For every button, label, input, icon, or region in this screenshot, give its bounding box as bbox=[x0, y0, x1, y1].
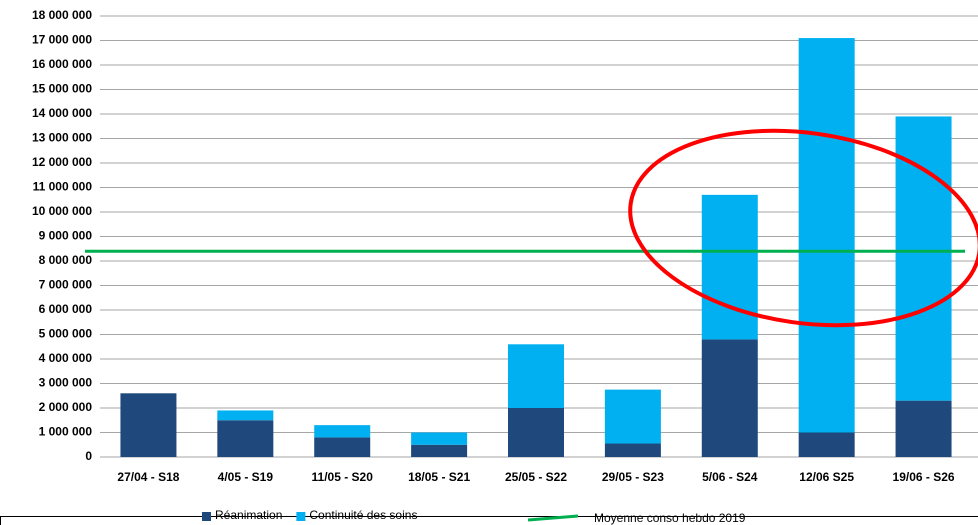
y-tick-label: 0 bbox=[85, 449, 92, 463]
y-tick-label: 14 000 000 bbox=[32, 106, 92, 120]
y-tick-label: 17 000 000 bbox=[32, 33, 92, 47]
bar-segment bbox=[604, 389, 661, 444]
y-tick-label: 18 000 000 bbox=[32, 8, 92, 22]
x-tick-label: 29/05 - S23 bbox=[602, 470, 664, 484]
x-tick-label: 4/05 - S19 bbox=[218, 470, 274, 484]
y-tick-label: 12 000 000 bbox=[32, 155, 92, 169]
bar-segment bbox=[895, 400, 952, 457]
legend-swatch bbox=[202, 512, 211, 521]
bar-segment bbox=[701, 194, 758, 340]
x-tick-label: 27/04 - S18 bbox=[117, 470, 179, 484]
y-tick-label: 4 000 000 bbox=[39, 351, 93, 365]
y-tick-label: 10 000 000 bbox=[32, 204, 92, 218]
x-tick-label: 25/05 - S22 bbox=[505, 470, 567, 484]
legend-label: Réanimation bbox=[215, 508, 282, 522]
legend-swatch bbox=[296, 512, 306, 521]
bar-segment bbox=[217, 420, 274, 457]
bar-segment bbox=[798, 432, 855, 457]
x-tick-label: 5/06 - S24 bbox=[702, 470, 758, 484]
y-tick-label: 7 000 000 bbox=[39, 278, 93, 292]
legend-box bbox=[0, 516, 978, 525]
y-tick-label: 2 000 000 bbox=[39, 400, 93, 414]
bar-segment bbox=[217, 410, 274, 421]
bar-segment bbox=[411, 444, 468, 457]
bar-segment bbox=[895, 116, 952, 401]
legend-label: Continuité des soins bbox=[309, 508, 417, 522]
bar-segment bbox=[120, 393, 177, 457]
y-tick-label: 15 000 000 bbox=[32, 82, 92, 96]
bar-segment bbox=[508, 344, 564, 408]
bar-segment bbox=[314, 425, 371, 438]
y-tick-label: 5 000 000 bbox=[39, 327, 93, 341]
x-tick-label: 18/05 - S21 bbox=[408, 470, 470, 484]
y-tick-label: 8 000 000 bbox=[39, 253, 93, 267]
y-tick-label: 16 000 000 bbox=[32, 57, 92, 71]
y-tick-label: 13 000 000 bbox=[32, 131, 92, 145]
legend-label: Moyenne conso hebdo 2019 bbox=[594, 511, 746, 525]
y-tick-label: 11 000 000 bbox=[33, 180, 93, 194]
highlight-ellipse bbox=[628, 128, 978, 328]
bar-segment bbox=[604, 443, 661, 457]
legend-line bbox=[527, 514, 579, 522]
y-tick-label: 1 000 000 bbox=[39, 425, 93, 439]
bar-segment bbox=[411, 432, 468, 445]
bar-segment bbox=[508, 408, 564, 457]
y-tick-label: 6 000 000 bbox=[39, 302, 93, 316]
bar-segment bbox=[701, 339, 758, 457]
x-tick-label: 11/05 - S20 bbox=[312, 470, 374, 484]
x-tick-label: 12/06 S25 bbox=[799, 470, 854, 484]
bar-segment bbox=[798, 38, 855, 433]
x-tick-label: 19/06 - S26 bbox=[893, 470, 955, 484]
y-tick-label: 3 000 000 bbox=[39, 376, 93, 390]
bar-segment bbox=[314, 437, 371, 457]
y-tick-label: 9 000 000 bbox=[39, 229, 93, 243]
